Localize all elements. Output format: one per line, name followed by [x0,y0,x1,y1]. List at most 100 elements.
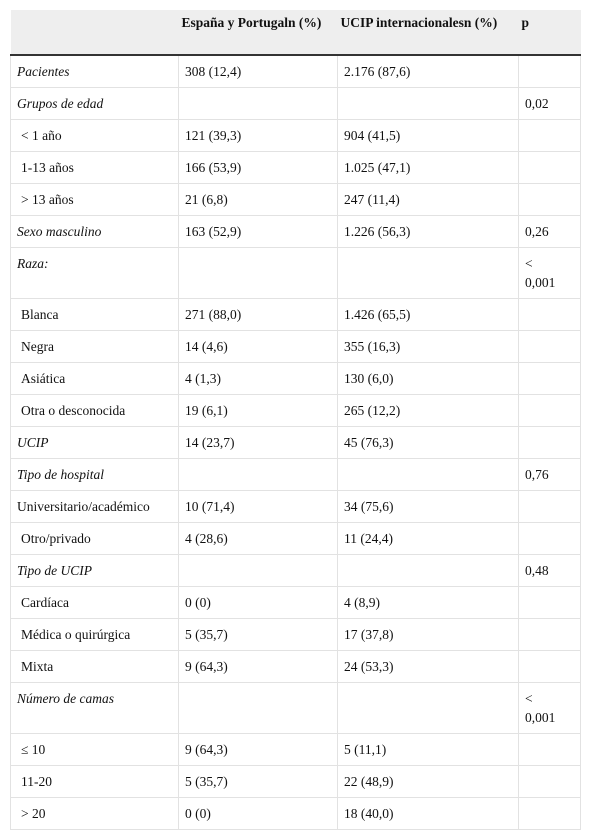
row-label: Tipo de hospital [10,458,179,491]
cell: 355 (16,3) [337,330,519,363]
cell [337,458,519,491]
row-label: Asiática [10,362,179,395]
table-row: Número de camas < 0,001 [10,682,581,734]
cell: 0,26 [518,215,581,248]
header-row: España y Portugaln (%) UCIP internacional… [10,10,581,56]
table-row: Cardíaca 0 (0) 4 (8,9) [10,586,581,619]
cell: 0,02 [518,87,581,120]
cell: 247 (11,4) [337,183,519,216]
cell [178,554,338,587]
row-label: Grupos de edad [10,87,179,120]
cell: 166 (53,9) [178,151,338,184]
cell: 21 (6,8) [178,183,338,216]
cell [518,650,581,683]
cell: 22 (48,9) [337,765,519,798]
cell [518,765,581,798]
row-label: Blanca [10,298,179,331]
cell [518,330,581,363]
row-label: Raza: [10,247,179,299]
table-row: Sexo masculino 163 (52,9) 1.226 (56,3) 0,26 [10,215,581,248]
table-row: < 1 año 121 (39,3) 904 (41,5) [10,119,581,152]
cell [518,362,581,395]
table-row: 1-13 años 166 (53,9) 1.025 (47,1) [10,151,581,184]
cell [518,151,581,184]
header-cell: UCIP internacionalesn (%) [337,10,519,56]
table-row: Raza: < 0,001 [10,247,581,299]
row-label: Cardíaca [10,586,179,619]
cell: 1.025 (47,1) [337,151,519,184]
table-row: > 20 0 (0) 18 (40,0) [10,797,581,830]
cell: 121 (39,3) [178,119,338,152]
table-row: Tipo de hospital 0,76 [10,458,581,491]
cell: 19 (6,1) [178,394,338,427]
table-row: > 13 años 21 (6,8) 247 (11,4) [10,183,581,216]
table-row: Otra o desconocida 19 (6,1) 265 (12,2) [10,394,581,427]
cell [178,458,338,491]
table-row: UCIP 14 (23,7) 45 (76,3) [10,426,581,459]
cell: 130 (6,0) [337,362,519,395]
cell: 11 (24,4) [337,522,519,555]
cell: 1.226 (56,3) [337,215,519,248]
cell [518,618,581,651]
row-label: Universitario/académico [10,490,179,523]
header-cell: España y Portugaln (%) [178,10,338,56]
cell [518,586,581,619]
table-row: Tipo de UCIP 0,48 [10,554,581,587]
row-label: Mixta [10,650,179,683]
row-label: ≤ 10 [10,733,179,766]
cell: 0 (0) [178,797,338,830]
row-label: Médica o quirúrgica [10,618,179,651]
data-table: España y Portugaln (%) UCIP internacional… [10,10,581,830]
cell [518,298,581,331]
table-row: Universitario/académico 10 (71,4) 34 (75,6… [10,490,581,523]
cell: 4 (1,3) [178,362,338,395]
table-row: Asiática 4 (1,3) 130 (6,0) [10,362,581,395]
cell: < 0,001 [518,682,581,734]
row-label: Otro/privado [10,522,179,555]
row-label: Tipo de UCIP [10,554,179,587]
row-label: Negra [10,330,179,363]
cell [337,682,519,734]
cell [518,733,581,766]
header-cell [10,10,179,56]
cell [518,54,581,88]
cell: 4 (28,6) [178,522,338,555]
cell [178,682,338,734]
cell [337,87,519,120]
cell: 4 (8,9) [337,586,519,619]
table-body: Pacientes 308 (12,4) 2.176 (87,6) Grupos de… [10,54,581,830]
cell: 5 (35,7) [178,765,338,798]
cell [337,247,519,299]
cell: 14 (4,6) [178,330,338,363]
cell: 1.426 (65,5) [337,298,519,331]
cell: 271 (88,0) [178,298,338,331]
cell [518,797,581,830]
row-label: UCIP [10,426,179,459]
table-row: Médica o quirúrgica 5 (35,7) 17 (37,8) [10,618,581,651]
page: España y Portugaln (%) UCIP internacional… [10,10,581,830]
row-label: Otra o desconocida [10,394,179,427]
cell: 45 (76,3) [337,426,519,459]
table-row: Otro/privado 4 (28,6) 11 (24,4) [10,522,581,555]
cell: 308 (12,4) [178,54,338,88]
cell: 9 (64,3) [178,650,338,683]
cell [178,87,338,120]
cell: 24 (53,3) [337,650,519,683]
cell [337,554,519,587]
table-row: Blanca 271 (88,0) 1.426 (65,5) [10,298,581,331]
cell: 17 (37,8) [337,618,519,651]
cell [518,522,581,555]
row-label: 11-20 [10,765,179,798]
cell [518,394,581,427]
cell: < 0,001 [518,247,581,299]
cell: 10 (71,4) [178,490,338,523]
header-cell: p [518,10,581,56]
cell [518,119,581,152]
row-label: Pacientes [10,54,179,88]
cell: 0,76 [518,458,581,491]
row-label: Número de camas [10,682,179,734]
cell [518,490,581,523]
cell: 5 (35,7) [178,618,338,651]
cell: 904 (41,5) [337,119,519,152]
cell: 9 (64,3) [178,733,338,766]
